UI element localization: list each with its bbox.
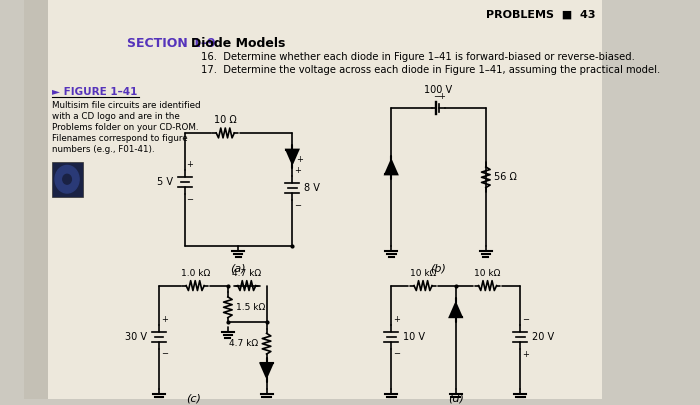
Text: −: − [433, 92, 440, 101]
Text: 56 Ω: 56 Ω [494, 172, 517, 182]
Text: 10 kΩ: 10 kΩ [475, 269, 500, 278]
Text: 10 kΩ: 10 kΩ [410, 269, 436, 278]
FancyBboxPatch shape [24, 0, 48, 399]
Text: 30 V: 30 V [125, 332, 147, 342]
Text: −: − [294, 201, 301, 210]
FancyBboxPatch shape [24, 0, 602, 399]
Text: (a): (a) [230, 264, 246, 274]
Text: 1.0 kΩ: 1.0 kΩ [181, 269, 210, 278]
Text: 100 V: 100 V [424, 85, 453, 94]
Text: −: − [522, 315, 529, 324]
Text: −: − [393, 350, 400, 358]
Text: 8 V: 8 V [304, 183, 321, 193]
Text: (b): (b) [430, 264, 447, 274]
Polygon shape [449, 303, 462, 317]
Text: 1.5 kΩ: 1.5 kΩ [237, 303, 266, 312]
Text: Problems folder on your CD-ROM.: Problems folder on your CD-ROM. [52, 123, 198, 132]
Text: +: + [294, 166, 301, 175]
FancyBboxPatch shape [52, 162, 83, 197]
Text: 4.7 kΩ: 4.7 kΩ [229, 339, 258, 348]
Text: Diode Models: Diode Models [191, 37, 286, 51]
Text: 5 V: 5 V [157, 177, 173, 187]
Text: +: + [187, 160, 193, 169]
Polygon shape [286, 150, 298, 164]
Text: SECTION 1–9: SECTION 1–9 [127, 37, 216, 51]
Circle shape [63, 174, 71, 184]
Text: (d): (d) [448, 394, 463, 404]
Text: −: − [187, 195, 194, 204]
Text: 10 V: 10 V [403, 332, 426, 342]
Text: (c): (c) [186, 394, 201, 404]
Text: +: + [161, 315, 168, 324]
Circle shape [55, 166, 79, 193]
Text: numbers (e.g., F01-41).: numbers (e.g., F01-41). [52, 145, 154, 154]
Text: 4.7 kΩ: 4.7 kΩ [232, 269, 261, 278]
Text: 16.  Determine whether each diode in Figure 1–41 is forward-biased or reverse-bi: 16. Determine whether each diode in Figu… [201, 52, 635, 62]
Polygon shape [260, 363, 272, 377]
Text: +: + [438, 92, 444, 101]
Text: 20 V: 20 V [532, 332, 554, 342]
Text: +: + [296, 155, 302, 164]
Text: Filenames correspond to figure: Filenames correspond to figure [52, 134, 187, 143]
Text: −: − [161, 350, 168, 358]
Text: 17.  Determine the voltage across each diode in Figure 1–41, assuming the practi: 17. Determine the voltage across each di… [201, 65, 661, 75]
Text: 10 Ω: 10 Ω [214, 115, 237, 125]
Text: +: + [393, 315, 400, 324]
Text: with a CD logo and are in the: with a CD logo and are in the [52, 112, 179, 121]
Text: ► FIGURE 1–41: ► FIGURE 1–41 [52, 87, 137, 97]
Text: +: + [522, 350, 528, 358]
Polygon shape [385, 160, 398, 174]
Text: Multisim file circuits are identified: Multisim file circuits are identified [52, 101, 200, 111]
Text: PROBLEMS  ■  43: PROBLEMS ■ 43 [486, 10, 596, 20]
